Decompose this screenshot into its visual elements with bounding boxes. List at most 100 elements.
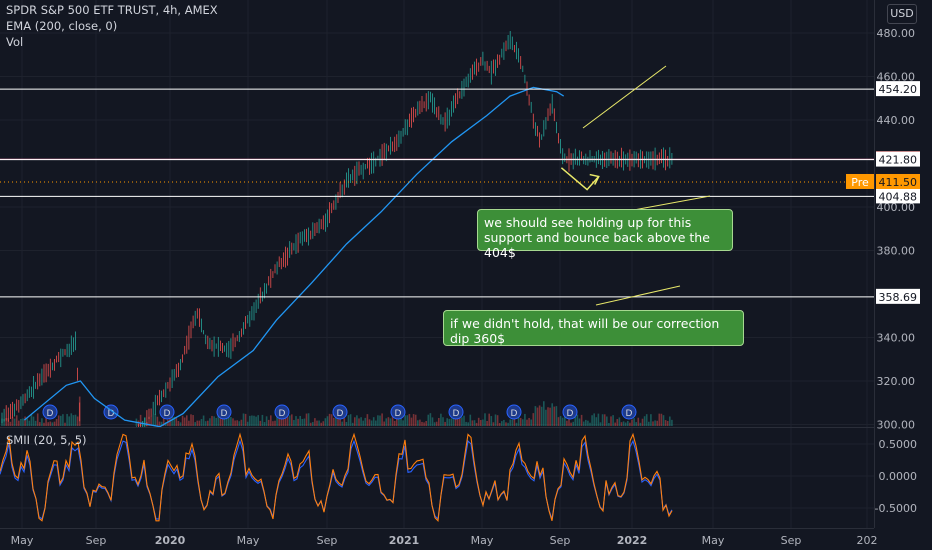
volume-bar: [519, 417, 522, 426]
time-axis-labels[interactable]: May Sep 2020 May Sep 2021 May Sep 2022 May Sep 202: [11, 534, 878, 547]
volume-bar: [639, 422, 642, 426]
volume-bar: [150, 416, 152, 426]
volume-bar: [47, 422, 49, 426]
price-tick-label: 380.00: [877, 245, 916, 258]
arrowhead: [589, 173, 600, 185]
volume-bar: [624, 422, 627, 426]
volume-legend[interactable]: Vol: [6, 35, 24, 49]
volume-bar: [337, 417, 339, 426]
volume-bar: [381, 413, 383, 426]
volume-bar: [284, 416, 287, 426]
volume-bar: [532, 413, 535, 426]
volume-bar: [351, 422, 354, 426]
volume-bar: [538, 405, 541, 426]
volume-bar: [400, 413, 402, 426]
volume-bar: [24, 416, 26, 426]
volume-bar: [5, 418, 7, 426]
time-axis-label: May: [471, 534, 494, 547]
volume-bar: [309, 422, 312, 426]
price-tick-label: 440.00: [877, 114, 916, 127]
volume-bar: [7, 418, 10, 426]
volume-bar: [291, 414, 293, 426]
volume-bar: [263, 422, 266, 426]
volume-bar: [561, 417, 564, 426]
level-label: 454.20: [879, 83, 918, 96]
dividend-marker-letter: D: [337, 409, 344, 419]
level-label-box: [876, 151, 920, 167]
volume-bar: [608, 422, 610, 426]
smii-legend[interactable]: SMII (20, 5, 5): [6, 433, 87, 447]
currency-button[interactable]: USD: [887, 4, 917, 24]
volume-bar: [555, 406, 558, 426]
time-axis-label: May: [702, 534, 725, 547]
volume-bar: [341, 421, 343, 426]
dividend-marker-letter: D: [108, 409, 115, 419]
smii-tick-label: 0.0000: [879, 470, 918, 483]
volume-bar: [398, 414, 400, 426]
dividend-marker-letter: D: [221, 409, 228, 419]
volume-bar: [333, 417, 335, 426]
volume-bar: [404, 415, 406, 426]
volume-bar: [456, 416, 459, 426]
ema-legend[interactable]: EMA (200, close, 0): [6, 19, 118, 33]
volume-bar: [259, 420, 262, 426]
volume-bar: [211, 415, 213, 426]
time-axis-label: May: [11, 534, 34, 547]
volume-bar: [60, 415, 62, 426]
volume-bar: [645, 414, 648, 426]
volume-bar: [326, 416, 329, 426]
level-label-box: [876, 188, 920, 204]
volume-bar: [671, 419, 673, 426]
volume-bar: [41, 418, 43, 426]
trendline: [582, 65, 667, 129]
volume-bar: [181, 415, 184, 426]
smii-tick-label: 0.5000: [879, 438, 918, 451]
volume-bar: [158, 421, 161, 426]
volume-bar: [448, 418, 451, 426]
volume-bar: [442, 417, 444, 426]
volume-bar: [530, 419, 532, 426]
volume-bar: [402, 420, 404, 426]
level-label-box: [876, 81, 920, 97]
volume-bar: [303, 418, 306, 426]
volume-bar: [435, 421, 438, 426]
volume-bar: [232, 418, 234, 426]
volume-bar: [148, 416, 150, 426]
projection-arrow: [560, 167, 600, 191]
support-annotation[interactable]: we should see holding up for this suppor…: [477, 209, 733, 260]
volume-bar: [173, 416, 175, 426]
volume-bar: [55, 418, 58, 426]
volume-bar: [32, 416, 35, 426]
dip-annotation[interactable]: if we didn't hold, that will be our corr…: [443, 310, 744, 346]
volume-bar: [648, 421, 650, 426]
volume-bar: [414, 414, 417, 426]
price-axis-ticks[interactable]: 480.00 460.00 440.00 400.00 380.00 340.00 320.…: [877, 27, 916, 432]
volume-bar: [643, 416, 646, 426]
trend-annotations[interactable]: [560, 65, 711, 306]
volume-bar: [249, 415, 251, 426]
volume-bar: [372, 417, 375, 426]
volume-bar: [597, 413, 600, 426]
volume-bar: [261, 414, 264, 426]
volume-bar: [236, 420, 238, 426]
volume-bar: [244, 413, 247, 426]
volume-bar: [11, 417, 14, 426]
volume-bar: [322, 421, 325, 426]
time-axis-label: May: [237, 534, 260, 547]
volume-bar: [356, 415, 358, 426]
volume-bar: [169, 418, 171, 426]
symbol-title[interactable]: SPDR S&P 500 ETF TRUST, 4h, AMEX: [6, 3, 218, 17]
volume-bar: [13, 418, 16, 426]
volume-bar: [629, 422, 631, 426]
volume-bar: [282, 417, 285, 426]
volume-bar: [22, 418, 24, 426]
volume-bar: [36, 413, 39, 426]
horizontal-levels[interactable]: [0, 88, 874, 298]
smii-axis-ticks[interactable]: 0.5000 0.0000 -0.5000: [875, 438, 917, 515]
time-axis-label: Sep: [550, 534, 571, 547]
volume-bar: [66, 413, 68, 426]
time-axis-label: Sep: [781, 534, 802, 547]
volume-bar: [160, 421, 163, 426]
volume-bar: [606, 416, 608, 426]
